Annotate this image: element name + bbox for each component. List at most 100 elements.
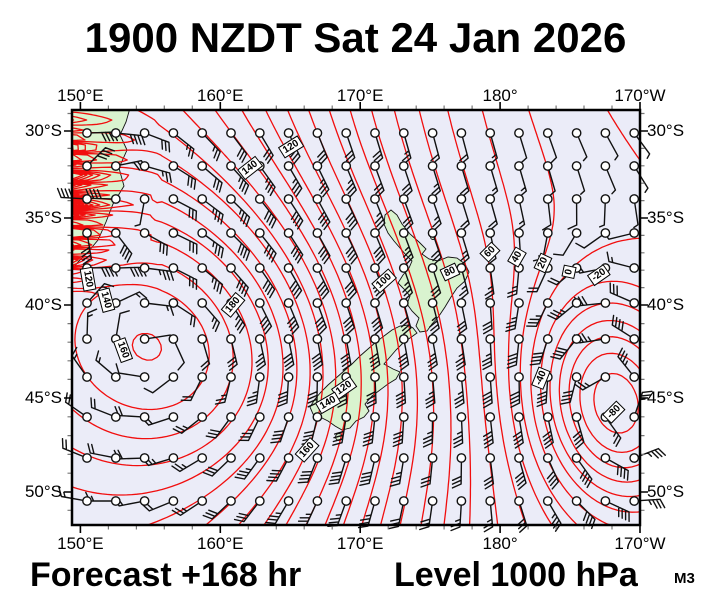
station-circle [542,412,553,422]
station-circle [283,372,294,382]
station-circle [427,194,438,204]
station-circle [110,194,121,204]
station-circle [542,453,553,463]
station-circle [370,128,380,138]
station-circle [571,194,582,204]
station-circle [571,496,582,506]
station-circle [370,412,380,422]
station-circle [168,263,179,273]
station-circle [312,228,323,238]
station-circle [283,228,294,238]
station-circle [485,194,496,204]
station-circle [456,194,467,204]
station-circle [485,263,496,273]
station-circle [600,372,611,382]
station-circle [427,298,438,308]
lat-label-right: 50°S [647,482,685,501]
station-circle [341,228,352,238]
station-circle [398,412,409,422]
lat-label-left: 35°S [24,208,62,227]
station-circle [110,372,121,382]
station-circle [370,228,380,238]
station-circle [542,496,553,506]
station-circle [542,298,553,308]
station-circle [283,453,294,463]
station-circle [283,496,294,506]
station-circle [456,412,467,422]
station-circle [370,161,380,171]
station-circle [197,194,208,204]
station-circle [456,228,467,238]
station-circle [629,453,640,463]
station-circle [283,128,294,138]
station-circle [226,161,236,171]
station-circle [542,128,553,138]
station-circle [600,453,611,463]
lat-label-right: 45°S [647,388,685,407]
station-circle [398,298,409,308]
station-circle [485,128,496,138]
station-circle [514,298,524,308]
station-circle [542,161,553,171]
station-circle [600,334,611,344]
station-circle [514,453,524,463]
station-circle [254,128,265,138]
lon-label-top: 170°E [336,86,384,105]
station-circle [398,128,409,138]
station-circle [110,228,121,238]
station-circle [110,453,121,463]
station-circle [629,194,640,204]
station-circle [485,453,496,463]
lat-label-right: 30°S [647,121,685,140]
station-circle [370,372,380,382]
station-circle [168,496,179,506]
station-circle [341,263,352,273]
station-circle [571,334,582,344]
station-circle [197,496,208,506]
station-circle [283,263,294,273]
station-circle [139,161,150,171]
station-circle [341,128,352,138]
station-circle [139,334,150,344]
station-circle [571,128,582,138]
lat-label-left: 45°S [24,388,62,407]
forecast-hour-label: Forecast +168 hr [30,556,302,594]
station-circle [427,372,438,382]
station-circle [226,496,236,506]
station-circle [398,496,409,506]
station-circle [254,298,265,308]
station-circle [168,298,179,308]
lon-label-top: 170°W [614,86,666,105]
station-circle [168,128,179,138]
station-circle [226,128,236,138]
station-circle [139,194,150,204]
station-circle [485,298,496,308]
station-circle [514,496,524,506]
station-circle [629,228,640,238]
station-circle [110,496,121,506]
station-circle [254,263,265,273]
station-circle [600,128,611,138]
station-circle [110,128,121,138]
station-circle [514,372,524,382]
station-circle [456,372,467,382]
station-circle [398,334,409,344]
lon-label-bottom: 180° [482,534,518,553]
station-circle [514,412,524,422]
station-circle [398,228,409,238]
minor-ticks [67,105,645,530]
lat-label-left: 30°S [24,121,62,140]
station-circle [197,298,208,308]
station-circle [197,412,208,422]
station-circle [427,263,438,273]
station-circle [629,263,640,273]
station-circle [168,412,179,422]
station-circle [254,453,265,463]
station-circle [226,228,236,238]
station-circle [542,228,553,238]
station-circle [139,372,150,382]
station-circle [629,334,640,344]
station-circle [456,496,467,506]
station-circle [427,161,438,171]
